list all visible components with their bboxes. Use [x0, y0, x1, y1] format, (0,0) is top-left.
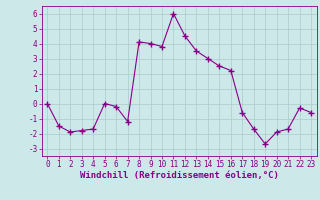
X-axis label: Windchill (Refroidissement éolien,°C): Windchill (Refroidissement éolien,°C) — [80, 171, 279, 180]
